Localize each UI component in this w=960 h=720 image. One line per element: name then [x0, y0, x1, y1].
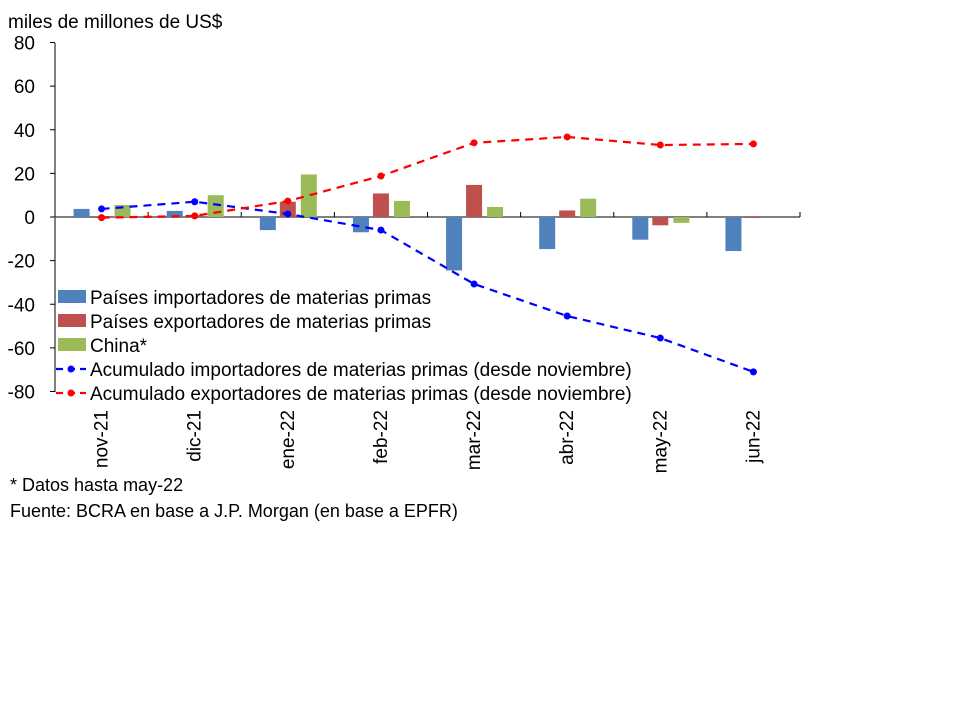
x-tick-label: dic-21 [185, 410, 206, 462]
line-point [656, 334, 664, 342]
line-point [749, 140, 757, 148]
bar [259, 217, 276, 231]
bar [580, 198, 597, 217]
x-tick-label: ene-22 [278, 410, 299, 469]
y-tick-label: -60 [8, 339, 35, 360]
bar [446, 217, 463, 271]
y-tick-label: 60 [14, 77, 35, 98]
line-point [656, 141, 664, 149]
line-point [98, 214, 106, 222]
legend-marker [67, 365, 75, 373]
line-point [377, 226, 385, 234]
line-point [284, 210, 292, 218]
bar [725, 217, 742, 252]
line-point [563, 312, 571, 320]
line-point [284, 197, 292, 205]
line-point [563, 133, 571, 141]
line-point [98, 205, 106, 213]
x-tick-label: feb-22 [371, 410, 392, 464]
x-tick-label: may-22 [650, 410, 671, 473]
legend-swatch [58, 290, 86, 303]
x-tick-label: jun-22 [743, 410, 764, 464]
legend-label: China* [90, 336, 148, 357]
bar [745, 217, 762, 218]
footnote-china: * Datos hasta may-22 [10, 475, 183, 495]
bar [393, 200, 410, 217]
bar [114, 205, 131, 217]
series-line [101, 135, 754, 219]
bar [487, 206, 504, 217]
x-tick-label: mar-22 [464, 410, 485, 470]
bar [652, 217, 669, 226]
y-tick-label: -20 [8, 252, 35, 273]
line-point [470, 280, 478, 288]
bar [300, 174, 317, 217]
bar [372, 193, 389, 217]
bar [466, 184, 483, 217]
legend-swatch [58, 338, 86, 351]
line-point [749, 368, 757, 376]
bar [539, 217, 556, 250]
y-tick-label: 40 [14, 121, 35, 142]
y-tick-label: 20 [14, 164, 35, 185]
bar [352, 217, 369, 233]
bar [207, 195, 224, 217]
y-tick-label: -40 [8, 295, 35, 316]
legend-marker [67, 389, 75, 397]
x-tick-label: abr-22 [557, 410, 578, 465]
bar [632, 217, 649, 240]
bar [166, 210, 183, 217]
series-line [101, 200, 754, 373]
line-point [191, 198, 199, 206]
y-axis-label: miles de millones de US$ [8, 12, 223, 33]
legend-swatch [58, 314, 86, 327]
line-point [470, 139, 478, 147]
bar [73, 208, 90, 217]
bar [559, 210, 576, 217]
line-point [191, 212, 199, 220]
y-tick-label: -80 [8, 383, 35, 404]
source-note: Fuente: BCRA en base a J.P. Morgan (en b… [10, 501, 458, 521]
x-tick-label: nov-21 [92, 410, 113, 468]
y-tick-label: 80 [14, 34, 35, 55]
legend-label: Países importadores de materias primas [90, 288, 431, 309]
y-tick-label: 0 [24, 208, 35, 229]
legend-label: Acumulado importadores de materias prima… [90, 360, 632, 381]
line-point [377, 172, 385, 180]
legend-label: Países exportadores de materias primas [90, 312, 431, 333]
legend-label: Acumulado exportadores de materias prima… [90, 384, 632, 405]
bar [673, 217, 690, 223]
